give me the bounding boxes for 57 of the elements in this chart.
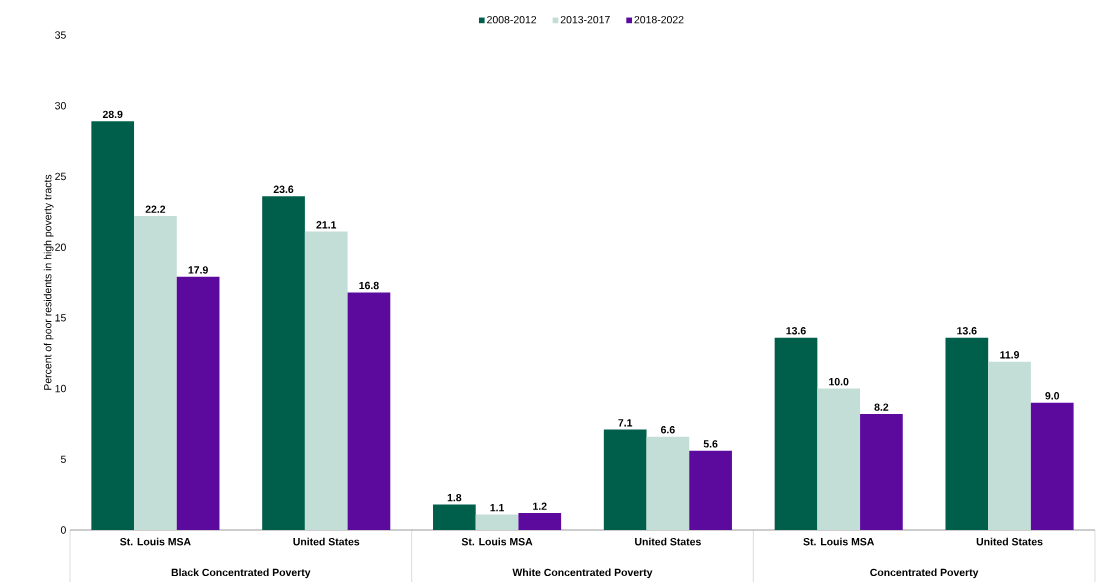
bar (433, 504, 476, 530)
bar (518, 513, 562, 530)
x-tick-label: United States (635, 537, 701, 546)
data-label: 8.2 (874, 403, 889, 411)
bar (603, 429, 647, 530)
data-label: 16.8 (359, 281, 379, 290)
bar (646, 436, 690, 530)
bar (91, 121, 135, 530)
text: Concentrated Poverty (870, 568, 979, 579)
legend-label: 2018-2022 (634, 15, 684, 24)
bar (988, 361, 1031, 530)
bar (347, 292, 391, 530)
data-label: 1.2 (533, 502, 547, 510)
text: Black Concentrated Poverty (171, 568, 311, 579)
y-tick-label: 30 (55, 102, 66, 110)
y-tick-label: 35 (55, 31, 66, 39)
bar (176, 276, 220, 530)
y-tick-label: 25 (55, 172, 66, 181)
data-label: 22.2 (145, 205, 166, 213)
bar (1030, 402, 1074, 530)
bar (689, 450, 732, 530)
bar (475, 514, 519, 530)
data-label: 13.6 (957, 327, 977, 335)
bar (262, 196, 305, 530)
y-tick-label: 15 (55, 314, 66, 322)
x-tick-label: United States (976, 537, 1043, 546)
data-label: 11.9 (1000, 351, 1020, 359)
data-label: 21.1 (316, 221, 337, 229)
data-label: 5.6 (703, 440, 718, 448)
bar (945, 337, 989, 530)
bar (860, 414, 903, 530)
x-tick-label: United States (293, 537, 360, 546)
data-label: 1.8 (447, 493, 462, 502)
data-label: 6.6 (660, 426, 675, 434)
bar (774, 337, 818, 530)
y-tick-label: 10 (55, 384, 66, 393)
bar (134, 216, 177, 530)
data-label: 28.9 (102, 110, 123, 119)
data-label: 7.1 (618, 419, 633, 427)
data-label: 13.6 (786, 327, 806, 335)
y-tick-label: 20 (55, 243, 66, 251)
x-tick-label: St. Louis MSA (120, 537, 191, 546)
bar (304, 231, 348, 530)
y-axis-title: Percent of poor residents in high poverty tracts (43, 174, 54, 390)
data-label: 23.6 (273, 185, 294, 194)
bar (817, 388, 861, 530)
y-tick-label: 5 (60, 455, 66, 463)
data-label: 9.0 (1045, 392, 1060, 400)
legend-label: 2013-2017 (560, 15, 610, 24)
x-tick-label: St. Louis MSA (461, 537, 533, 546)
text: White Concentrated Poverty (512, 568, 653, 579)
data-label: 1.1 (490, 504, 505, 512)
data-label: 17.9 (188, 266, 208, 274)
data-label: 10.0 (829, 377, 849, 386)
x-tick-label: St. Louis MSA (803, 537, 875, 546)
legend-label: 2008-2012 (487, 15, 537, 24)
y-tick-label: 0 (60, 526, 66, 534)
